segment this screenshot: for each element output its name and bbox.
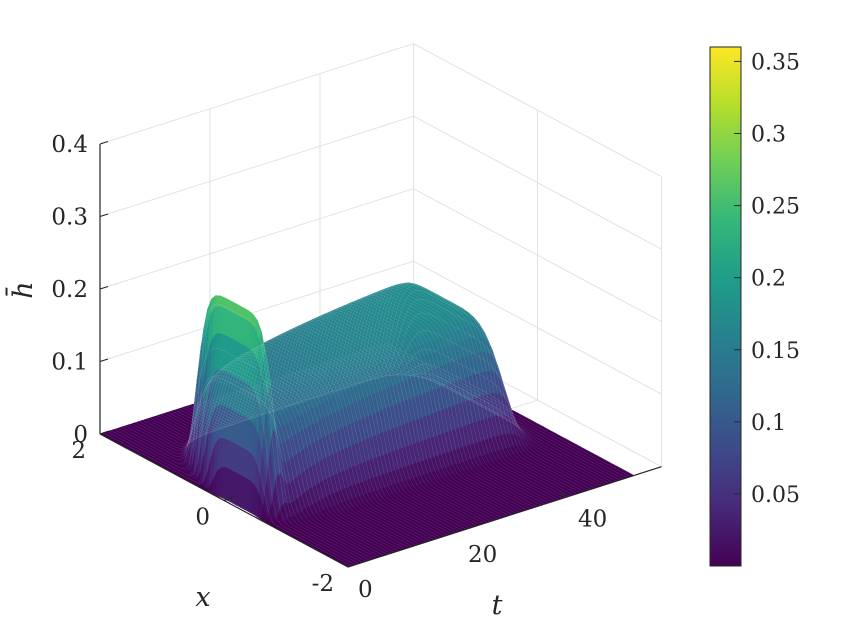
grid-line-z <box>99 260 414 362</box>
grid-line-z <box>99 188 414 290</box>
surface-plot <box>99 282 635 568</box>
grid-line-z <box>99 43 414 145</box>
grid-line-z <box>413 43 662 178</box>
grid-line-z <box>99 115 414 217</box>
